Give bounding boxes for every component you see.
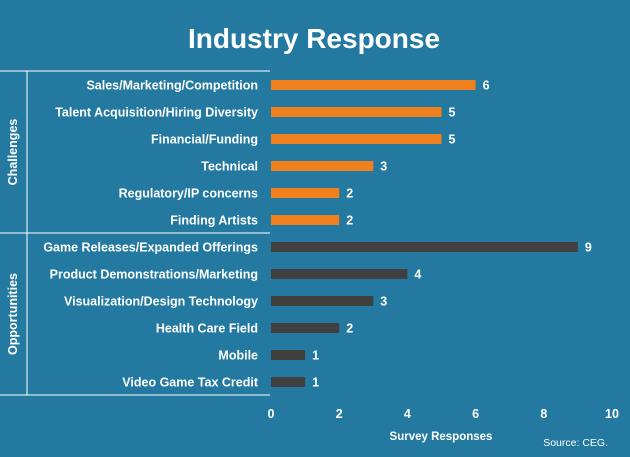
bar-value-label: 2: [346, 187, 353, 201]
bar: [271, 242, 578, 252]
category-label: Health Care Field: [156, 322, 258, 336]
category-label: Product Demonstrations/Marketing: [50, 268, 258, 282]
bar-value-label: 3: [380, 160, 387, 174]
bar: [271, 107, 442, 117]
category-label: Talent Acquisition/Hiring Diversity: [55, 106, 258, 120]
bar: [271, 350, 306, 360]
bar-value-label: 1: [312, 349, 319, 363]
x-tick-label: 4: [404, 407, 411, 421]
category-label: Finding Artists: [170, 214, 258, 228]
group-label-opportunities: Opportunities: [6, 273, 20, 355]
x-axis-title: Survey Responses: [390, 431, 493, 443]
bar: [271, 134, 442, 144]
x-tick-label: 0: [268, 407, 275, 421]
x-tick-label: 10: [605, 407, 619, 421]
bar: [271, 296, 374, 306]
chart-title: Industry Response: [188, 23, 440, 54]
x-tick-label: 8: [540, 407, 547, 421]
category-label: Sales/Marketing/Competition: [86, 79, 258, 93]
category-label: Video Game Tax Credit: [122, 376, 259, 390]
bar: [271, 269, 408, 279]
bar-value-label: 5: [449, 106, 456, 120]
category-label: Regulatory/IP concerns: [119, 187, 258, 201]
bar: [271, 80, 476, 90]
bar-value-label: 4: [414, 268, 421, 282]
x-axis-ticks: 0 2 4 6 8 10: [268, 407, 619, 421]
category-label: Mobile: [218, 349, 258, 363]
bar: [271, 161, 374, 171]
bar: [271, 188, 340, 198]
x-tick-label: 2: [336, 407, 343, 421]
category-label: Visualization/Design Technology: [64, 295, 258, 309]
bar-value-label: 3: [380, 295, 387, 309]
bar: [271, 377, 306, 387]
bar: [271, 323, 340, 333]
category-label: Technical: [201, 160, 258, 174]
category-label: Financial/Funding: [151, 133, 258, 147]
bars-layer: Sales/Marketing/Competition 6 Talent Acqui…: [43, 79, 592, 390]
source-note: Source: CEG.: [543, 437, 608, 449]
bar: [271, 215, 340, 225]
x-tick-label: 6: [472, 407, 479, 421]
bar-value-label: 9: [585, 241, 592, 255]
group-label-challenges: Challenges: [6, 119, 20, 186]
category-label: Game Releases/Expanded Offerings: [43, 241, 258, 255]
bar-value-label: 6: [483, 79, 490, 93]
bar-value-label: 1: [312, 376, 319, 390]
bar-value-label: 2: [346, 214, 353, 228]
bar-value-label: 5: [449, 133, 456, 147]
bar-value-label: 2: [346, 322, 353, 336]
